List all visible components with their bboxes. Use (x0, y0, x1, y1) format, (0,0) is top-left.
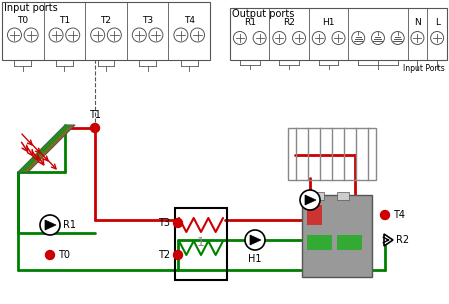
Text: Input Ports: Input Ports (403, 64, 445, 73)
Circle shape (91, 123, 100, 133)
Bar (337, 192, 349, 200)
Text: L: L (435, 18, 440, 27)
Text: R1: R1 (244, 18, 256, 27)
Text: Output ports: Output ports (232, 9, 295, 19)
Text: R1: R1 (63, 220, 76, 230)
Text: T2: T2 (101, 16, 111, 25)
Text: 1: 1 (197, 237, 205, 250)
Circle shape (173, 219, 182, 227)
Text: R2: R2 (396, 235, 409, 245)
Text: H1: H1 (248, 254, 262, 264)
Bar (175, 208, 227, 280)
Text: T1: T1 (89, 110, 101, 120)
Circle shape (245, 230, 265, 250)
Text: T3: T3 (142, 16, 153, 25)
Text: T3: T3 (158, 218, 170, 228)
Text: T1: T1 (59, 16, 70, 25)
Circle shape (45, 250, 54, 260)
Text: Input ports: Input ports (4, 3, 58, 13)
Polygon shape (18, 125, 71, 172)
Bar (307, 235, 332, 250)
Bar (307, 205, 322, 225)
Circle shape (300, 190, 320, 210)
Text: T4: T4 (393, 210, 405, 220)
Text: T2: T2 (158, 250, 170, 260)
Bar (302, 195, 372, 277)
Circle shape (173, 250, 182, 260)
Bar (230, 8, 447, 60)
Circle shape (380, 210, 389, 219)
Text: T0: T0 (17, 16, 28, 25)
Polygon shape (250, 235, 261, 245)
Polygon shape (45, 220, 56, 230)
Bar (312, 192, 324, 200)
Polygon shape (18, 125, 75, 172)
Text: T4: T4 (184, 16, 195, 25)
Bar (288, 128, 376, 180)
Text: N: N (414, 18, 421, 27)
Circle shape (40, 215, 60, 235)
Bar (337, 235, 362, 250)
Polygon shape (305, 195, 316, 205)
Text: R2: R2 (283, 18, 295, 27)
Bar (2, 2, 210, 60)
Text: T0: T0 (58, 250, 70, 260)
Text: H1: H1 (322, 18, 335, 27)
